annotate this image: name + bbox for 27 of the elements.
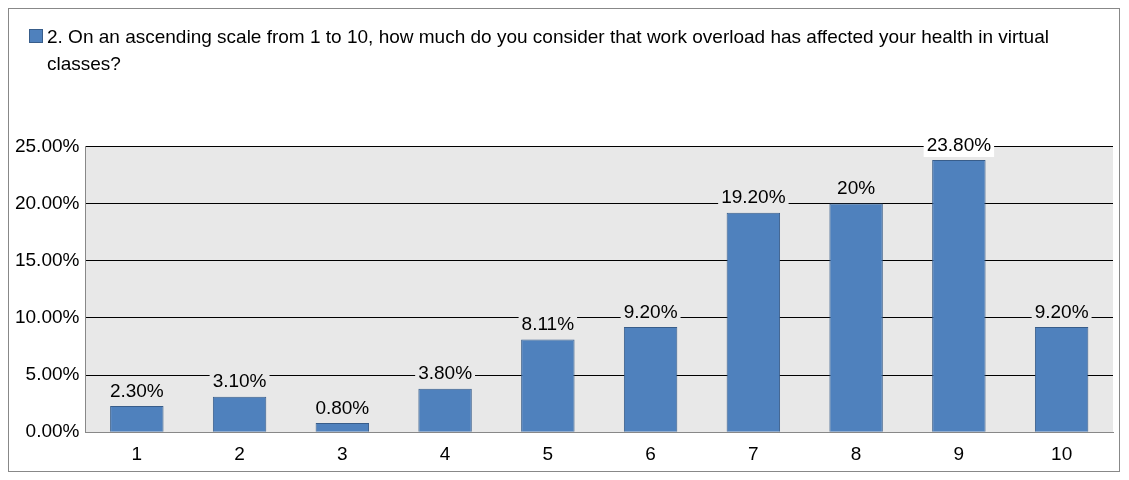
x-tick-label: 2	[234, 442, 245, 464]
y-tick-label: 20.00%	[14, 191, 80, 213]
data-label: 2.30%	[109, 379, 164, 401]
x-tick-label: 5	[542, 442, 554, 464]
x-tick-label: 7	[748, 442, 759, 464]
y-tick-label: 25.00%	[14, 134, 80, 156]
data-label: 20%	[837, 177, 876, 199]
data-label: 9.20%	[623, 300, 678, 322]
y-tick-label: 15.00%	[14, 248, 80, 270]
x-tick-label: 4	[439, 442, 451, 464]
legend-label: 2. On an ascending scale from 1 to 10, how much do you consider that work overload has affected your health in virtual classes?	[47, 25, 1050, 76]
data-label: 3.10%	[212, 370, 267, 392]
x-tick-label: 6	[645, 442, 656, 464]
data-label: 19.20%	[721, 186, 786, 208]
x-tick-label: 10	[1051, 442, 1073, 464]
data-label: 3.80%	[418, 362, 473, 384]
x-tick-label: 3	[337, 442, 348, 464]
x-tick-label: 8	[850, 442, 862, 464]
y-tick-label: 0.00%	[25, 420, 80, 442]
x-tick-label: 9	[953, 442, 965, 464]
data-label: 8.11%	[521, 313, 575, 335]
data-label: 0.80%	[315, 396, 370, 418]
y-tick-label: 10.00%	[14, 306, 80, 328]
x-tick-label: 1	[131, 442, 143, 464]
data-label: 23.80%	[926, 133, 992, 155]
data-label: 9.20%	[1034, 300, 1089, 322]
y-tick-label: 5.00%	[25, 363, 80, 385]
